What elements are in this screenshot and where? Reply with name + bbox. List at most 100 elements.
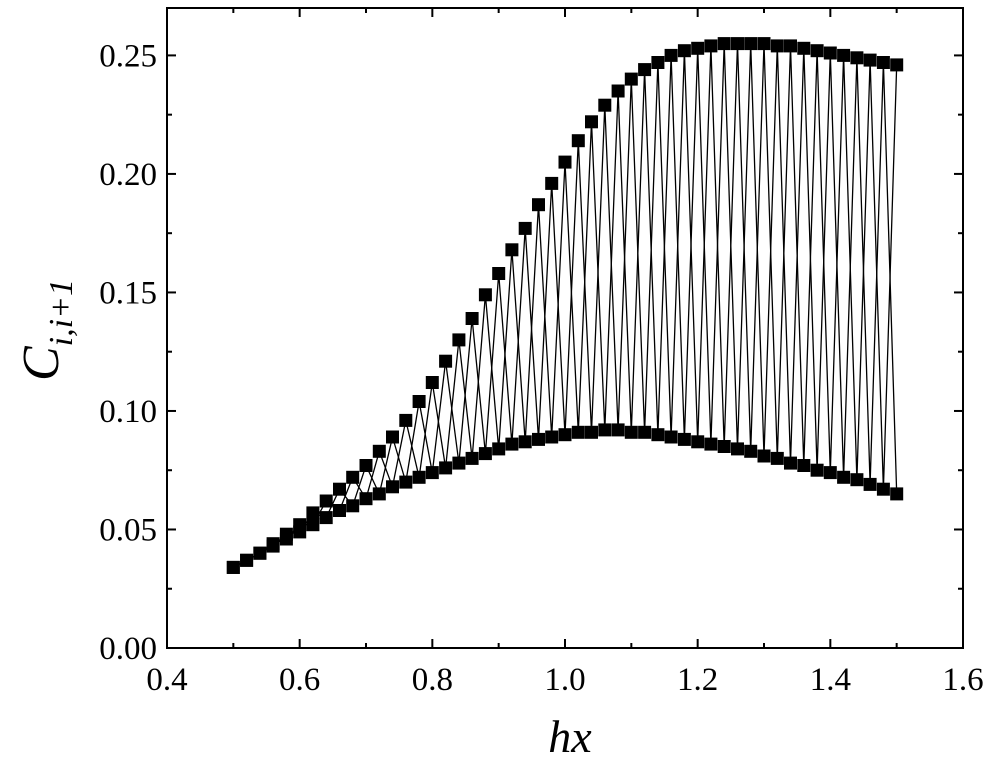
y-tick-label: 0.00 <box>99 631 157 667</box>
x-tick-label: 1.4 <box>810 662 851 698</box>
upper-data-point <box>770 39 784 53</box>
lower-data-point <box>226 560 240 574</box>
lower-data-point <box>638 425 652 439</box>
x-axis-title: hx <box>548 711 592 762</box>
upper-data-point <box>585 115 598 129</box>
lower-data-point <box>598 423 612 437</box>
upper-data-point <box>876 56 890 69</box>
upper-data-point <box>558 155 572 169</box>
lower-data-point <box>784 456 797 470</box>
lower-data-point <box>372 487 386 501</box>
upper-data-point <box>478 288 492 302</box>
upper-data-point <box>731 37 744 51</box>
upper-data-point <box>359 459 373 472</box>
lower-data-point <box>611 423 625 437</box>
lower-data-point <box>545 430 559 444</box>
data-markers <box>226 37 904 574</box>
lower-data-point <box>691 435 705 449</box>
upper-data-point <box>611 84 625 98</box>
upper-data-point <box>757 37 771 51</box>
upper-data-point <box>651 56 665 69</box>
lower-data-point <box>240 553 254 567</box>
lower-data-point <box>465 451 479 465</box>
upper-data-point <box>399 413 413 427</box>
upper-data-point <box>677 44 691 58</box>
lower-data-point <box>664 430 678 444</box>
lower-data-point <box>505 437 519 451</box>
lower-data-point <box>558 428 572 442</box>
upper-data-point <box>452 333 466 347</box>
lower-data-point <box>677 432 691 446</box>
upper-data-point <box>823 46 837 60</box>
lower-data-point <box>253 546 267 560</box>
x-tick-label: 0.8 <box>412 662 453 698</box>
y-tick-label: 0.15 <box>99 275 157 311</box>
lower-data-point <box>319 511 333 525</box>
lower-data-point <box>333 504 346 517</box>
lower-data-point <box>651 428 665 442</box>
y-tick-label: 0.25 <box>99 38 157 74</box>
lower-data-point <box>717 440 731 453</box>
lower-data-point <box>863 477 877 491</box>
upper-data-point <box>863 53 877 67</box>
lower-data-point <box>704 437 718 451</box>
upper-data-point <box>306 506 320 520</box>
x-tick-label: 0.6 <box>279 662 320 698</box>
upper-data-point <box>571 134 585 148</box>
y-tick-label: 0.05 <box>99 512 157 548</box>
upper-data-point <box>319 494 333 508</box>
lower-data-point <box>452 456 466 470</box>
lower-data-point <box>386 480 399 494</box>
upper-data-point <box>797 41 811 55</box>
y-tick-label: 0.10 <box>99 394 157 430</box>
lower-data-point <box>850 473 864 487</box>
upper-data-point <box>492 267 506 280</box>
x-tick-labels: 0.4 0.6 0.8 1.0 1.2 1.4 1.6 <box>146 662 983 698</box>
upper-data-point <box>545 176 559 190</box>
y-axis-title-subscript: i,i+1 <box>43 279 80 346</box>
upper-data-point <box>439 354 453 368</box>
lower-data-point <box>744 444 758 458</box>
upper-data-point <box>624 72 638 86</box>
lower-data-point <box>585 425 598 439</box>
lower-data-point <box>770 451 784 465</box>
lower-data-point <box>478 447 492 461</box>
lower-data-point <box>532 432 545 446</box>
upper-data-point <box>850 51 864 65</box>
lower-data-point <box>823 466 837 480</box>
lower-data-point <box>757 449 771 463</box>
axis-ticks <box>166 8 964 649</box>
x-tick-label: 0.4 <box>146 662 187 698</box>
lower-data-point <box>624 425 638 439</box>
lower-data-point <box>810 463 824 477</box>
upper-data-point <box>425 376 439 389</box>
upper-data-point <box>372 444 386 458</box>
x-tick-label: 1.0 <box>544 662 585 698</box>
lower-data-point <box>518 435 532 449</box>
lower-data-point <box>412 470 426 484</box>
lower-data-point <box>359 492 373 506</box>
lower-data-point <box>890 487 904 501</box>
upper-data-point <box>837 48 851 62</box>
lower-data-point <box>439 461 453 475</box>
upper-data-point <box>810 44 824 58</box>
lower-data-point <box>837 470 851 484</box>
plot-area <box>166 7 964 649</box>
upper-data-point <box>717 37 731 51</box>
upper-data-point <box>664 48 678 62</box>
y-axis-title-base: C <box>13 345 70 381</box>
lower-data-point <box>293 525 307 539</box>
lower-data-point <box>306 518 320 532</box>
upper-data-point <box>333 482 346 496</box>
upper-data-point <box>744 37 758 51</box>
upper-data-point <box>412 395 426 408</box>
lower-data-point <box>425 466 439 480</box>
lower-data-point <box>266 539 280 553</box>
upper-data-point <box>784 39 797 53</box>
y-axis-title: Ci,i+1 <box>13 279 80 381</box>
upper-data-point <box>518 221 532 235</box>
upper-data-point <box>532 198 545 212</box>
upper-data-point <box>704 39 718 53</box>
x-tick-label: 1.2 <box>677 662 718 698</box>
